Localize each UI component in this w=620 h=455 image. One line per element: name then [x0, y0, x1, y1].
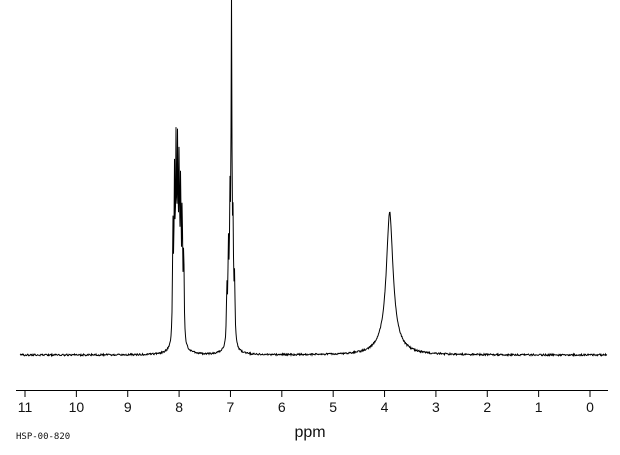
x-tick-label: 5: [329, 399, 337, 415]
x-tick-label: 10: [69, 399, 85, 415]
x-tick-label: 8: [175, 399, 183, 415]
x-tick-label: 7: [227, 399, 235, 415]
spectrum-trace: [19, 0, 608, 358]
x-axis-title: ppm: [294, 424, 326, 441]
x-tick-label: 1: [535, 399, 543, 415]
x-tick-label: 3: [432, 399, 440, 415]
x-tick-label: 6: [278, 399, 286, 415]
x-tick-label: 9: [124, 399, 132, 415]
x-tick-label: 11: [18, 399, 33, 415]
x-tick-label: 4: [381, 399, 389, 415]
spectrum-id-label: HSP-00-820: [16, 432, 71, 442]
x-tick-label: 2: [483, 399, 491, 415]
x-axis-ticks: 11 10 9 8 7 6 5 4 3 2 1 0: [18, 390, 594, 415]
x-tick-label: 0: [586, 399, 594, 415]
